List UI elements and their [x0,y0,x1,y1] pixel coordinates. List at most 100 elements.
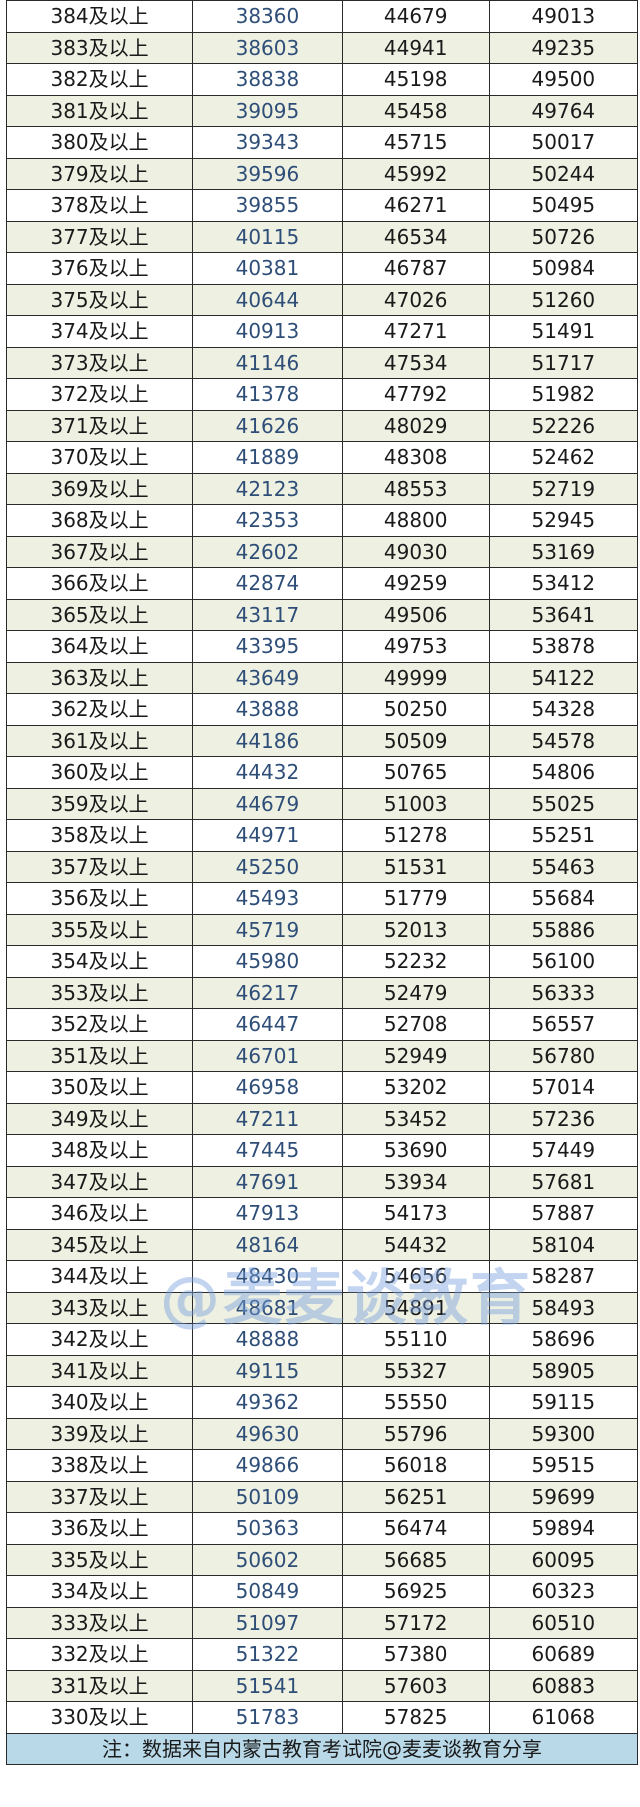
score-cell: 373及以上 [5,346,194,379]
table-row: 369及以上 42123 48553 52719 [5,472,639,505]
col4-cell: 50726 [488,220,639,253]
col2-cell: 48888 [192,1323,343,1356]
col4-cell: 52462 [488,441,639,474]
col4-cell: 51982 [488,378,639,411]
score-cell: 332及以上 [5,1638,194,1671]
table-row: 367及以上 42602 49030 53169 [5,535,639,568]
table-row: 379及以上 39596 45992 50244 [5,157,639,190]
score-cell: 380及以上 [5,126,194,159]
col3-cell: 46787 [341,252,490,285]
score-cell: 337及以上 [5,1480,194,1513]
col4-cell: 51260 [488,283,639,316]
col3-cell: 53452 [341,1102,490,1135]
col3-cell: 57825 [341,1701,490,1734]
col4-cell: 57014 [488,1071,639,1104]
col2-cell: 41626 [192,409,343,442]
col4-cell: 60883 [488,1669,639,1702]
col2-cell: 46217 [192,976,343,1009]
col4-cell: 55886 [488,913,639,946]
col3-cell: 56251 [341,1480,490,1513]
col3-cell: 50509 [341,724,490,757]
col2-cell: 51783 [192,1701,343,1734]
col2-cell: 43117 [192,598,343,631]
col2-cell: 39095 [192,94,343,127]
col4-cell: 57449 [488,1134,639,1167]
col4-cell: 52945 [488,504,639,537]
table-row: 378及以上 39855 46271 50495 [5,189,639,222]
score-cell: 330及以上 [5,1701,194,1734]
col3-cell: 53934 [341,1165,490,1198]
score-cell: 357及以上 [5,850,194,883]
col3-cell: 47026 [341,283,490,316]
col3-cell: 47792 [341,378,490,411]
table-row: 371及以上 41626 48029 52226 [5,409,639,442]
col2-cell: 39596 [192,157,343,190]
col4-cell: 59894 [488,1512,639,1545]
score-cell: 353及以上 [5,976,194,1009]
score-cell: 339及以上 [5,1417,194,1450]
col4-cell: 55025 [488,787,639,820]
table-row: 346及以上 47913 54173 57887 [5,1197,639,1230]
score-cell: 364及以上 [5,630,194,663]
col4-cell: 50244 [488,157,639,190]
table-row: 339及以上 49630 55796 59300 [5,1417,639,1450]
col3-cell: 45715 [341,126,490,159]
table-row: 370及以上 41889 48308 52462 [5,441,639,474]
score-cell: 369及以上 [5,472,194,505]
score-cell: 333及以上 [5,1606,194,1639]
score-cell: 356及以上 [5,882,194,915]
table-row: 361及以上 44186 50509 54578 [5,724,639,757]
score-cell: 384及以上 [5,0,194,33]
score-cell: 381及以上 [5,94,194,127]
table-row: 352及以上 46447 52708 56557 [5,1008,639,1041]
col3-cell: 52232 [341,945,490,978]
table-row: 340及以上 49362 55550 59115 [5,1386,639,1419]
score-cell: 351及以上 [5,1039,194,1072]
col2-cell: 39343 [192,126,343,159]
score-cell: 342及以上 [5,1323,194,1356]
score-cell: 371及以上 [5,409,194,442]
score-cell: 377及以上 [5,220,194,253]
col2-cell: 40644 [192,283,343,316]
score-cell: 370及以上 [5,441,194,474]
col3-cell: 52013 [341,913,490,946]
table-row: 350及以上 46958 53202 57014 [5,1071,639,1104]
col3-cell: 52949 [341,1039,490,1072]
col3-cell: 48553 [341,472,490,505]
col2-cell: 42874 [192,567,343,600]
score-cell: 363及以上 [5,661,194,694]
col2-cell: 50109 [192,1480,343,1513]
col2-cell: 49630 [192,1417,343,1450]
col3-cell: 51779 [341,882,490,915]
score-cell: 379及以上 [5,157,194,190]
col3-cell: 49259 [341,567,490,600]
col4-cell: 58696 [488,1323,639,1356]
col3-cell: 44941 [341,31,490,64]
col2-cell: 51097 [192,1606,343,1639]
col3-cell: 53690 [341,1134,490,1167]
col2-cell: 42353 [192,504,343,537]
score-cell: 378及以上 [5,189,194,222]
score-cell: 336及以上 [5,1512,194,1545]
score-cell: 365及以上 [5,598,194,631]
col3-cell: 50765 [341,756,490,789]
col4-cell: 50495 [488,189,639,222]
table-row: 358及以上 44971 51278 55251 [5,819,639,852]
col3-cell: 51278 [341,819,490,852]
col4-cell: 56100 [488,945,639,978]
score-rank-table: 384及以上 38360 44679 49013 383及以上 38603 44941 492… [5,0,639,1765]
col4-cell: 51717 [488,346,639,379]
col4-cell: 53412 [488,567,639,600]
col4-cell: 49764 [488,94,639,127]
col4-cell: 52226 [488,409,639,442]
col4-cell: 58287 [488,1260,639,1293]
col3-cell: 54173 [341,1197,490,1230]
score-cell: 345及以上 [5,1228,194,1261]
col4-cell: 51491 [488,315,639,348]
table-row: 356及以上 45493 51779 55684 [5,882,639,915]
col2-cell: 48164 [192,1228,343,1261]
col4-cell: 56333 [488,976,639,1009]
col3-cell: 44679 [341,0,490,33]
col4-cell: 60323 [488,1575,639,1608]
col2-cell: 38838 [192,63,343,96]
